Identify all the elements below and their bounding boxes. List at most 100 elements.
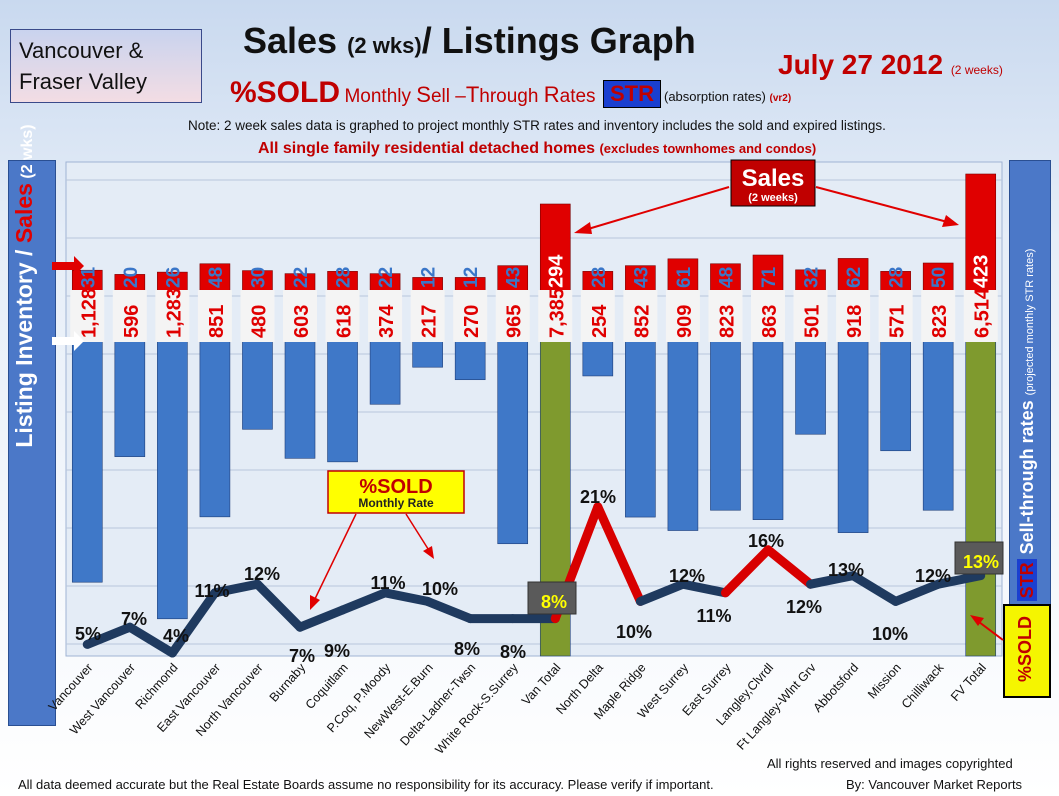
scope-paren: (excludes townhomes and condos) [599,141,817,156]
sales-callout-arrowhead-left [574,222,592,234]
pct-label: 13% [828,560,864,580]
footer-credit: By: Vancouver Market Reports [846,777,1023,792]
inventory-value-label: 852 [631,305,653,338]
sold-callout-arrowhead-left [310,595,320,610]
sold-badge [1003,604,1051,698]
sold-callout-sub: Monthly Rate [358,496,434,510]
sold-line-segment [295,605,348,632]
pct-label-box [527,581,577,615]
sold-line-segment [167,588,220,658]
inventory-label-box [665,290,700,342]
pct-label: 10% [616,622,652,642]
sales-value-label: 423 [971,255,993,288]
pct-label: 21% [580,487,616,507]
sales-value-label: 294 [545,254,567,288]
pct-label: 9% [324,641,350,661]
inventory-bar [582,309,614,377]
inventory-label-box [410,290,445,342]
right-axis-title: Sell-through rates [1017,395,1037,560]
pct-label: 12% [669,566,705,586]
inventory-label-box [708,290,743,342]
sales-bar [837,258,869,295]
sold-line-segment [210,579,262,598]
sold-badge-label: %SOLD [1015,616,1035,683]
inventory-label-box [453,290,488,342]
sold-line-segment [635,579,688,606]
sales-value-label: 31 [78,266,99,288]
sold-callout-arrow-right [405,513,431,553]
inventory-bar [795,309,826,435]
inventory-value-label: 6,514 [972,287,994,338]
sales-value-label: 71 [759,266,780,288]
inventory-label-box [70,290,105,342]
category-label: West Surrey [635,660,692,721]
sold-callout-box [327,470,465,514]
inventory-label-box [836,290,871,342]
title-rest: / Listings Graph [421,20,696,61]
category-label: P.Coq, P.Moody [324,660,394,735]
inventory-value-label: 909 [674,305,696,338]
data-note: Note: 2 week sales data is graphed to pr… [188,118,886,133]
sold-mid-1: Monthly [344,86,417,107]
sales-value-label: 20 [121,267,142,288]
sold-line-segment [380,588,433,606]
sales-bar [965,173,997,295]
sales-value-label: 12 [461,267,482,288]
pct-label-box [954,541,1004,575]
sales-bar [922,262,954,295]
category-label: West Vancouver [67,661,138,738]
absorption-note: (absorption rates) (vr2) [664,89,791,104]
inventory-label-box [495,290,530,342]
sales-bar [114,274,146,295]
sold-line-segment [82,622,135,649]
inventory-value-label: 217 [419,305,441,338]
sold-line-segment [933,571,986,589]
category-label: Langley,Clvrdl [713,661,776,729]
left-axis-part1: Listing Inventory / [11,243,37,448]
inventory-value-label: 603 [291,305,313,338]
sold-T: T [465,82,480,107]
title-main: Sales [243,20,338,61]
region-line-2: Fraser Valley [19,69,147,94]
inventory-label-box [155,290,190,342]
inventory-bar [965,309,997,657]
inventory-bar [539,309,571,657]
sales-bar [71,269,103,295]
pct-label: 11% [696,606,731,626]
sales-value-label: 32 [802,267,823,288]
sales-value-label: 12 [419,267,440,288]
inventory-bar [710,309,741,511]
inventory-label-box [538,290,573,342]
sold-R: R [543,82,560,107]
inventory-value-label: 863 [759,305,781,338]
inventory-bar [327,309,358,463]
sales-bar [667,258,699,295]
plot-area [65,161,1003,657]
sold-line-segment [891,579,943,606]
sales-value-label: 26 [163,267,184,288]
sold-callout-arrowhead-right [423,546,434,559]
inventory-bar [412,309,443,368]
inventory-label-box [793,290,828,342]
sold-callout-arrow-left [312,513,357,604]
category-label: Delta-Ladner-Twsn [397,661,478,749]
sold-callout-title: %SOLD [359,476,432,498]
category-label: Mission [865,661,904,702]
category-label: North Vancouver [193,661,266,739]
sold-line-segment [720,545,773,598]
inventory-bar [71,309,103,583]
sales-arrow [52,256,84,276]
inventory-label-box [112,290,147,342]
category-label: Burnaby [267,660,309,705]
sales-bar [369,273,401,295]
sales-value-label: 28 [334,267,355,288]
pct-label: 16% [748,531,784,551]
sold-line-segment [593,502,645,606]
pct-label: 12% [786,597,822,617]
sales-callout-sub: (2 weeks) [748,192,798,204]
inventory-label-box [283,290,317,342]
sales-callout-arrow-right [815,186,956,225]
inventory-bar [369,309,401,405]
sales-value-label: 62 [844,267,865,288]
sales-value-label: 50 [929,267,950,288]
